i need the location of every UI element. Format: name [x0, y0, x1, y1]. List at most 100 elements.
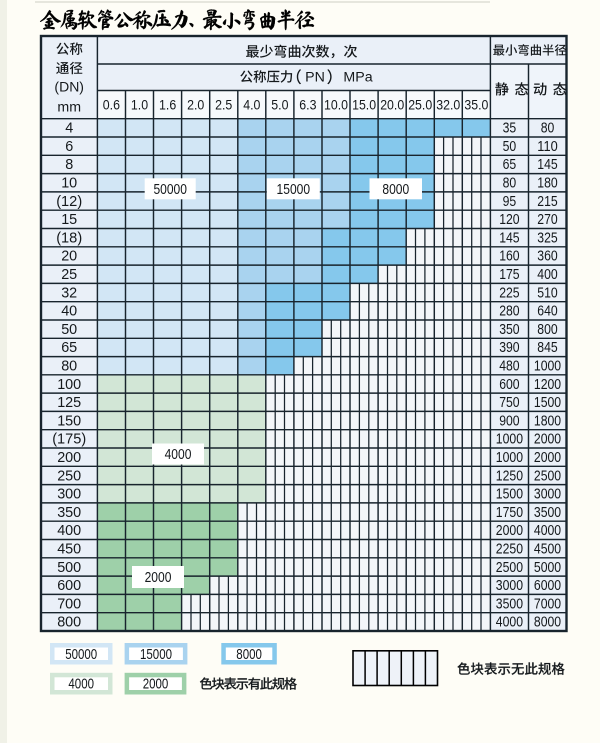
- svg-text:1.6: 1.6: [159, 98, 176, 114]
- svg-text:1800: 1800: [534, 413, 561, 429]
- svg-text:50: 50: [61, 321, 77, 338]
- svg-text:6.3: 6.3: [299, 98, 316, 114]
- svg-text:2500: 2500: [496, 560, 523, 576]
- svg-text:15: 15: [61, 211, 77, 228]
- svg-text:360: 360: [537, 249, 557, 265]
- svg-text:80: 80: [61, 358, 77, 375]
- svg-text:510: 510: [537, 285, 557, 301]
- svg-text:4000: 4000: [165, 447, 192, 463]
- svg-text:300: 300: [57, 486, 81, 503]
- svg-text:5.0: 5.0: [271, 98, 288, 114]
- svg-text:35.0: 35.0: [464, 98, 488, 114]
- svg-text:4000: 4000: [534, 523, 561, 539]
- svg-text:25: 25: [61, 266, 77, 283]
- svg-text:mm: mm: [57, 100, 81, 116]
- svg-text:6000: 6000: [534, 578, 561, 594]
- svg-text:20.0: 20.0: [380, 98, 404, 114]
- svg-text:800: 800: [57, 614, 81, 631]
- svg-text:1000: 1000: [496, 432, 523, 448]
- svg-text:1.0: 1.0: [131, 98, 148, 114]
- svg-text:65: 65: [61, 339, 77, 356]
- svg-text:(12): (12): [56, 193, 82, 210]
- svg-text:145: 145: [537, 157, 557, 173]
- svg-text:2000: 2000: [143, 677, 169, 693]
- svg-text:1750: 1750: [496, 505, 523, 521]
- svg-text:25.0: 25.0: [408, 98, 432, 114]
- svg-text:350: 350: [499, 322, 519, 338]
- svg-text:20: 20: [61, 248, 77, 265]
- svg-text:180: 180: [537, 176, 557, 192]
- svg-text:95: 95: [503, 194, 517, 210]
- svg-text:(175): (175): [52, 431, 86, 448]
- svg-text:1250: 1250: [496, 468, 523, 484]
- svg-text:32.0: 32.0: [436, 98, 460, 114]
- svg-text:110: 110: [537, 139, 557, 155]
- svg-text:2000: 2000: [145, 570, 172, 586]
- svg-text:80: 80: [503, 176, 517, 192]
- svg-text:4000: 4000: [68, 677, 94, 693]
- svg-text:15000: 15000: [277, 182, 311, 198]
- svg-text:80: 80: [541, 121, 555, 137]
- svg-text:1500: 1500: [534, 395, 561, 411]
- svg-text:500: 500: [57, 559, 81, 576]
- svg-text:350: 350: [57, 504, 81, 521]
- svg-text:120: 120: [499, 212, 519, 228]
- svg-text:145: 145: [499, 230, 519, 246]
- svg-text:2.0: 2.0: [187, 98, 204, 114]
- svg-text:150: 150: [57, 412, 81, 429]
- svg-text:7000: 7000: [534, 596, 561, 612]
- svg-text:215: 215: [537, 194, 557, 210]
- svg-text:1000: 1000: [496, 450, 523, 466]
- svg-text:50: 50: [503, 139, 517, 155]
- svg-text:400: 400: [57, 522, 81, 539]
- svg-text:6: 6: [65, 138, 73, 155]
- svg-text:160: 160: [499, 249, 519, 265]
- svg-text:4000: 4000: [496, 615, 523, 631]
- svg-text:4500: 4500: [534, 542, 561, 558]
- svg-text:845: 845: [537, 340, 557, 356]
- svg-text:8: 8: [65, 156, 73, 173]
- svg-text:15.0: 15.0: [352, 98, 376, 114]
- svg-text:480: 480: [499, 359, 519, 375]
- svg-text:280: 280: [499, 304, 519, 320]
- svg-text:1200: 1200: [534, 377, 561, 393]
- svg-text:270: 270: [537, 212, 557, 228]
- svg-text:250: 250: [57, 467, 81, 484]
- svg-text:(DN): (DN): [54, 79, 84, 95]
- svg-text:PN: PN: [305, 70, 325, 86]
- svg-text:10: 10: [61, 175, 77, 192]
- svg-text:1500: 1500: [496, 487, 523, 503]
- svg-text:40: 40: [61, 303, 77, 320]
- svg-text:800: 800: [537, 322, 557, 338]
- svg-text:2500: 2500: [534, 468, 561, 484]
- svg-text:450: 450: [57, 541, 81, 558]
- svg-text:600: 600: [57, 577, 81, 594]
- svg-text:5000: 5000: [534, 560, 561, 576]
- svg-text:390: 390: [499, 340, 519, 356]
- svg-text:2250: 2250: [496, 542, 523, 558]
- svg-text:(18): (18): [56, 229, 82, 246]
- svg-text:700: 700: [57, 595, 81, 612]
- svg-text:0.6: 0.6: [103, 98, 120, 114]
- svg-text:35: 35: [503, 121, 517, 137]
- svg-text:32: 32: [61, 284, 77, 301]
- svg-text:640: 640: [537, 304, 557, 320]
- svg-text:50000: 50000: [65, 647, 97, 663]
- svg-text:4.0: 4.0: [243, 98, 260, 114]
- svg-text:8000: 8000: [534, 615, 561, 631]
- svg-text:1000: 1000: [534, 359, 561, 375]
- svg-text:2000: 2000: [534, 432, 561, 448]
- svg-text:50000: 50000: [153, 182, 187, 198]
- svg-text:2.5: 2.5: [215, 98, 232, 114]
- svg-text:65: 65: [503, 157, 517, 173]
- svg-text:3500: 3500: [496, 596, 523, 612]
- svg-text:325: 325: [537, 230, 557, 246]
- svg-text:2000: 2000: [534, 450, 561, 466]
- svg-text:100: 100: [57, 376, 81, 393]
- svg-text:10.0: 10.0: [324, 98, 348, 114]
- svg-text:225: 225: [499, 285, 519, 301]
- svg-text:600: 600: [499, 377, 519, 393]
- svg-text:175: 175: [499, 267, 519, 283]
- svg-text:2000: 2000: [496, 523, 523, 539]
- svg-text:8000: 8000: [382, 182, 409, 198]
